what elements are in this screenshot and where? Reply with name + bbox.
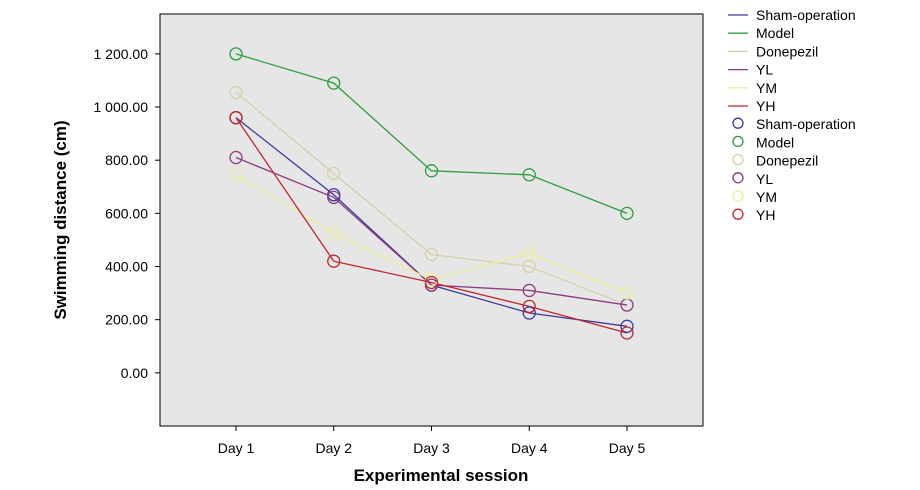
- legend-marker-label: YM: [756, 189, 777, 205]
- data-point: [327, 190, 341, 205]
- x-axis: Day 1 Day 2 Day 3 Day 4 Day 5: [218, 426, 646, 456]
- y-tick-label: 400.00: [105, 259, 148, 275]
- legend-marker-swatch: [732, 153, 744, 166]
- legend: Sham-operation Model Donepezil YL YM YH Sham-o…: [728, 7, 856, 223]
- data-point: [327, 226, 341, 240]
- data-point: [229, 168, 243, 182]
- data-point: [620, 326, 634, 340]
- data-point: [522, 246, 536, 260]
- data-point: [522, 168, 536, 182]
- y-tick-label: 1 000.00: [94, 99, 149, 115]
- data-point: [424, 164, 439, 178]
- legend-line-label: Donepezil: [756, 43, 818, 59]
- data-point: [424, 275, 439, 290]
- data-point: [620, 206, 634, 221]
- data-point: [620, 286, 634, 300]
- legend-line-label: YL: [756, 62, 773, 78]
- y-tick-label: 600.00: [105, 205, 148, 221]
- legend-line-label: YH: [756, 98, 775, 114]
- x-tick-label: Day 4: [511, 440, 548, 456]
- legend-marker-swatch: [732, 172, 744, 184]
- legend-marker-swatch: [732, 208, 744, 220]
- data-point: [229, 85, 243, 100]
- series-line: [235, 53, 628, 214]
- y-tick-label: 1 200.00: [94, 46, 149, 62]
- data-point: [522, 259, 536, 274]
- data-point: [522, 299, 536, 314]
- data-point: [229, 47, 243, 61]
- data-point: [327, 166, 341, 181]
- data-point: [620, 319, 634, 333]
- legend-marker-label: YH: [756, 207, 775, 223]
- series-line: [235, 91, 628, 306]
- data-point: [327, 76, 341, 90]
- legend-marker-swatch: [732, 117, 744, 129]
- y-axis: 0.00 200.00 400.00 600.00 800.00 1 000.00 1 20…: [94, 46, 160, 381]
- data-point: [522, 306, 536, 320]
- y-axis-title: Swimming distance (cm): [51, 120, 70, 319]
- series-markers: [229, 47, 634, 340]
- plot-background: [159, 13, 704, 427]
- legend-marker-label: Sham-operation: [756, 116, 856, 132]
- x-tick-label: Day 3: [413, 440, 450, 456]
- series-line: [235, 156, 628, 306]
- x-axis-title: Experimental session: [354, 466, 529, 485]
- data-point: [424, 247, 439, 262]
- series-lines: [235, 53, 628, 334]
- x-tick-label: Day 5: [609, 440, 646, 456]
- y-tick-label: 0.00: [121, 365, 148, 381]
- x-tick-label: Day 2: [315, 440, 352, 456]
- legend-line-label: Model: [756, 25, 794, 41]
- legend-marker-label: YL: [756, 171, 773, 187]
- data-point: [327, 254, 341, 268]
- legend-line-label: Sham-operation: [756, 7, 856, 23]
- legend-marker-swatch: [732, 190, 744, 202]
- x-tick-label: Day 1: [218, 440, 255, 456]
- data-point: [522, 283, 536, 298]
- series-line: [235, 117, 628, 334]
- legend-marker-swatch: [732, 135, 744, 148]
- y-tick-label: 200.00: [105, 312, 148, 328]
- data-point: [229, 111, 243, 125]
- legend-marker-label: Model: [756, 134, 794, 150]
- legend-marker-label: Donepezil: [756, 153, 818, 169]
- data-point: [229, 150, 243, 165]
- y-tick-label: 800.00: [105, 152, 148, 168]
- legend-line-label: YM: [756, 80, 777, 96]
